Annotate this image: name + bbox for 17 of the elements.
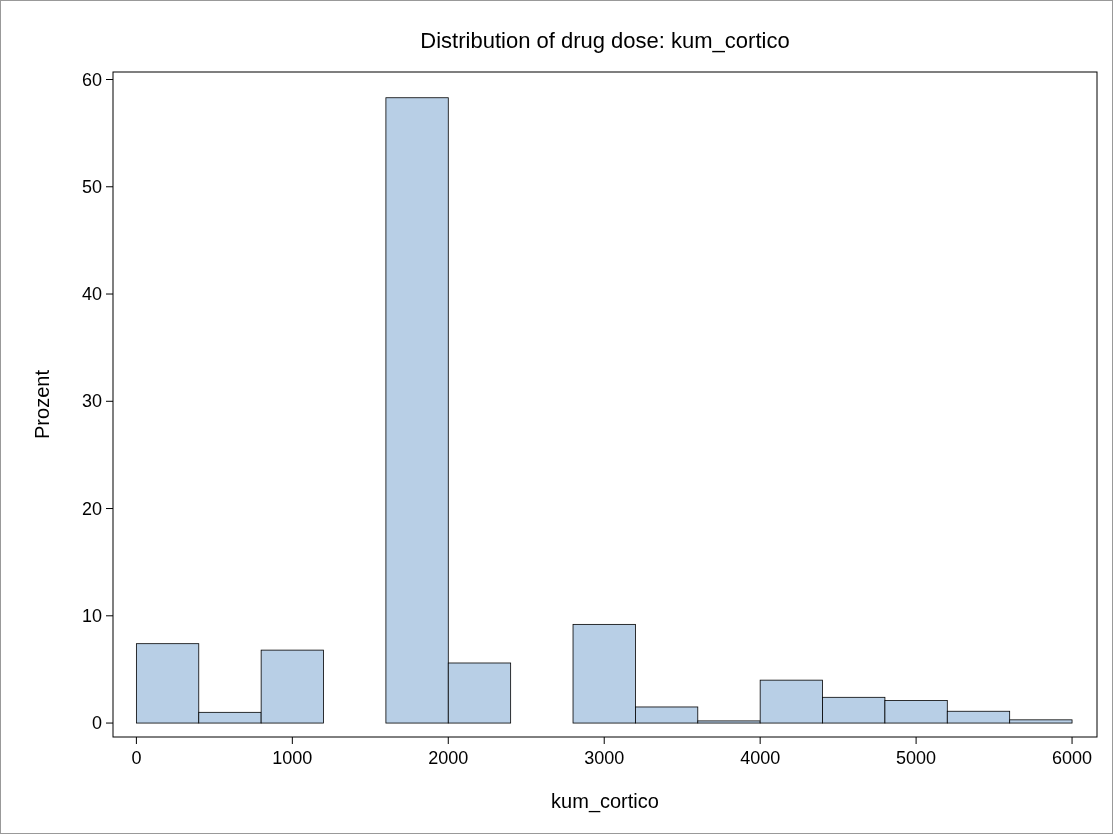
y-tick-label: 50 xyxy=(81,176,102,197)
y-tick-label: 20 xyxy=(81,498,102,519)
chart-title: Distribution of drug dose: kum_cortico xyxy=(420,28,790,53)
y-tick-label: 0 xyxy=(91,713,102,734)
y-tick-label: 60 xyxy=(81,69,102,90)
y-tick-label: 40 xyxy=(81,284,102,305)
x-tick-label: 2000 xyxy=(428,748,469,768)
y-axis-title: Prozent xyxy=(31,369,53,439)
x-tick-label: 0 xyxy=(131,748,142,768)
y-tick-label: 10 xyxy=(81,605,102,626)
x-tick-label: 4000 xyxy=(740,748,781,768)
x-tick-label: 1000 xyxy=(272,748,313,768)
x-tick-label: 5000 xyxy=(896,748,937,768)
x-tick-label: 6000 xyxy=(1052,748,1093,768)
x-axis-title: kum_cortico xyxy=(551,790,659,813)
x-tick-label: 3000 xyxy=(584,748,625,768)
y-tick-label: 30 xyxy=(81,391,102,412)
